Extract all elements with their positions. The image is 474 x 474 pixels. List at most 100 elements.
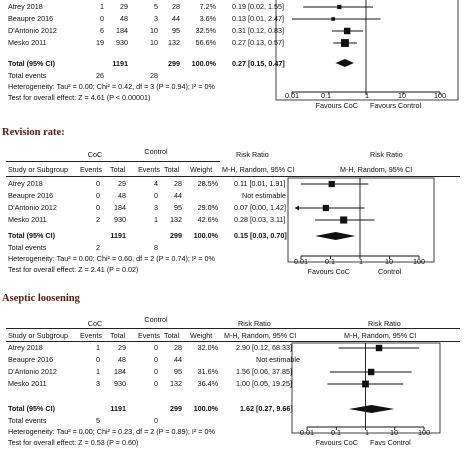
risk-ratio-ci: 0.11 [0.01, 1.91] <box>234 179 286 188</box>
total-control: 299 <box>170 404 182 413</box>
favours-right: Favs Control <box>370 438 411 447</box>
pooled-diamond <box>315 232 356 240</box>
events-coc: 2 <box>96 215 100 224</box>
risk-ratio-ci: 2.90 [0.12, 68.33] <box>236 343 292 352</box>
risk-ratio-ci: 0.28 [0.03, 3.11] <box>234 215 286 224</box>
total-coc: 184 <box>114 367 126 376</box>
group-header-control: Control <box>144 315 168 324</box>
events-control: 3 <box>154 14 158 23</box>
total-coc: 930 <box>114 215 126 224</box>
weight: 31.6% <box>197 367 218 376</box>
axis-tick: 0.01 <box>285 91 299 100</box>
total-control: 132 <box>170 379 182 388</box>
risk-ratio-ci: 0.27 [0.13, 0.57] <box>232 38 284 47</box>
study-name: Mesko 2011 <box>8 215 47 224</box>
header-rule <box>6 161 220 162</box>
risk-ratio-ci: 0.19 [0.02, 1.55] <box>232 2 284 11</box>
header-rule <box>6 176 460 177</box>
study-name: Atrey 2018 <box>8 179 43 188</box>
overall-effect: Test for overall effect: Z = 0.53 (P = 0… <box>8 438 139 447</box>
total-control: 132 <box>170 215 182 224</box>
events-control: 5 <box>154 2 158 11</box>
study-square <box>362 380 369 388</box>
weight: 42.6% <box>197 215 218 224</box>
header-events: Events <box>138 165 160 174</box>
total-coc: 29 <box>120 2 128 11</box>
axis-tick: 100 <box>413 257 425 266</box>
events-coc: 0 <box>96 355 100 364</box>
study-name: Atrey 2018 <box>8 2 43 11</box>
ci-arrow <box>295 205 299 211</box>
total-control: 44 <box>174 191 182 200</box>
risk-ratio-ci: Not estimable <box>242 191 286 200</box>
group-header-coc: CoC <box>87 319 103 328</box>
header-study: Study or Subgroup <box>8 331 68 340</box>
header-study: Study or Subgroup <box>8 165 68 174</box>
study-name: Beaupre 2016 <box>8 191 54 200</box>
header-weight: Weight <box>190 331 213 340</box>
events-coc: 1 <box>96 367 100 376</box>
risk-ratio-ci: 0.31 [0.12, 0.83] <box>232 26 284 35</box>
total-control: 299 <box>170 231 182 240</box>
overall-effect: Test for overall effect: Z = 2.41 (P = 0… <box>8 265 139 274</box>
total-coc: 930 <box>116 38 128 47</box>
header-rule <box>6 341 460 342</box>
weight: 56.6% <box>195 38 216 47</box>
weight: 29.0% <box>197 203 218 212</box>
study-square <box>337 4 342 10</box>
risk-ratio-ci: 0.13 [0.01, 2.47] <box>232 14 284 23</box>
axis-tick: 10 <box>385 257 393 266</box>
pooled-rr: 0.27 [0.15, 0.47] <box>232 59 285 68</box>
risk-ratio-ci: 1.56 [0.06, 37.85] <box>236 367 292 376</box>
risk-ratio-ci: 0.07 [0.00, 1.42] <box>234 203 286 212</box>
total-coc: 1191 <box>110 404 126 413</box>
header-risk-ratio-graph: Risk Ratio <box>370 150 403 159</box>
events-coc: 0 <box>96 179 100 188</box>
weight: 36.4% <box>197 379 218 388</box>
total-coc: 29 <box>118 179 126 188</box>
axis-tick: 10 <box>398 91 406 100</box>
total-label: Total (95% CI) <box>8 231 55 240</box>
study-name: Beaupre 2016 <box>8 355 54 364</box>
header-method-graph: M-H, Random, 95% CI <box>344 331 417 340</box>
events-coc: 3 <box>96 379 100 388</box>
header-risk-ratio-graph: Risk Ratio <box>368 319 401 328</box>
axis-tick: 100 <box>418 428 430 437</box>
study-square <box>375 344 383 352</box>
total-coc: 48 <box>120 14 128 23</box>
total-events-coc: 5 <box>96 416 100 425</box>
favours-left: Favours CoC <box>315 101 358 110</box>
header-rule <box>6 328 460 329</box>
header-total: Total <box>110 331 126 340</box>
pooled-rr: 1.62 [0.27, 9.66] <box>240 404 293 413</box>
total-coc: 48 <box>118 355 126 364</box>
axis-tick: 1 <box>365 428 369 437</box>
plot-frame <box>291 342 441 434</box>
header-risk-ratio: Risk Ratio <box>238 319 271 328</box>
events-coc: 0 <box>100 14 104 23</box>
study-name: D'Antonio 2012 <box>8 203 57 212</box>
events-control: 0 <box>154 191 158 200</box>
total-label: Total (95% CI) <box>8 404 55 413</box>
header-total: Total <box>164 331 180 340</box>
events-control: 0 <box>154 343 158 352</box>
study-name: Beaupre 2016 <box>8 14 54 23</box>
favours-right: Favours Control <box>370 101 422 110</box>
total-coc: 1191 <box>110 231 126 240</box>
total-control: 299 <box>168 59 180 68</box>
plot-frame <box>275 0 459 101</box>
weight: 32.0% <box>197 343 218 352</box>
study-name: Atrey 2018 <box>8 343 43 352</box>
study-name: D'Antonio 2012 <box>8 26 57 35</box>
heterogeneity: Heterogeneity: Tau² = 0.00; Chi² = 0.60,… <box>8 254 215 263</box>
group-header-control: Control <box>144 147 168 156</box>
weight: 32.5% <box>195 26 216 35</box>
events-control: 0 <box>154 355 158 364</box>
events-coc: 19 <box>96 38 104 47</box>
overall-effect: Test for overall effect: Z = 4.61 (P < 0… <box>8 93 151 102</box>
weight: 7.2% <box>199 2 216 11</box>
events-control: 10 <box>150 26 158 35</box>
events-control: 0 <box>154 367 158 376</box>
total-events-control: 28 <box>150 71 158 80</box>
axis-tick: 0.01 <box>300 428 314 437</box>
